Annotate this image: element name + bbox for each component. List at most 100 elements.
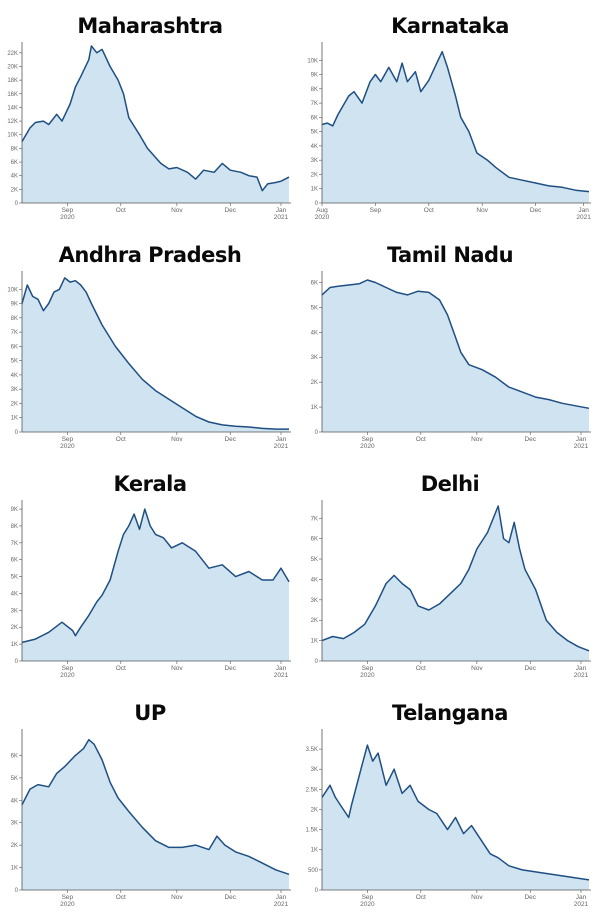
x-tick-label: Sep [370,207,382,214]
y-tick-label: 6K [11,344,18,350]
y-tick-label: 0 [315,888,319,894]
x-tick-label: Jan [576,436,587,443]
y-tick-label: 10K [7,133,18,139]
x-tick-label: Jan [276,894,287,901]
area-fill [322,51,589,204]
y-tick-label: 5K [11,359,18,365]
x-tick-label: Dec [530,207,542,214]
x-tick-year-label: 2021 [574,901,589,908]
area-fill [22,277,289,432]
x-tick-label: Jan [576,665,587,672]
y-tick-label: 3K [11,387,18,393]
x-tick-label: Nov [476,207,488,214]
x-tick-year-label: 2020 [315,214,330,221]
y-tick-label: 8K [11,316,18,322]
y-tick-label: 5K [311,305,318,311]
y-tick-label: 4K [11,591,18,597]
y-tick-label: 16K [7,92,18,98]
series-line [321,279,590,410]
x-tick-label: Nov [171,665,183,672]
chart-title: Karnataka [391,14,509,38]
y-tick-label: 2K [311,380,318,386]
y-tick-label: 0 [315,659,319,665]
x-tick-label: Dec [224,207,236,214]
x-tick-label: Jan [276,207,287,214]
y-tick-label: 0 [15,888,19,894]
x-tick-label: Nov [471,894,483,901]
x-tick-label: Aug [316,207,328,214]
area-fill [322,280,589,432]
y-tick-label: 1K [11,642,18,648]
y-tick-label: 2K [311,807,318,813]
x-tick-label: Dec [224,894,236,901]
y-tick-label: 2K [11,401,18,407]
y-tick-label: 5K [11,575,18,581]
y-tick-label: 2K [11,187,18,193]
y-tick-label: 6K [311,280,318,286]
x-tick-year-label: 2021 [274,672,289,679]
x-tick-label: Nov [171,436,183,443]
x-tick-label: Dec [224,665,236,672]
y-tick-label: 1K [311,405,318,411]
y-tick-label: 2K [11,625,18,631]
area-fill [322,506,589,661]
y-tick-label: 3K [311,158,318,164]
y-tick-label: 0 [15,201,19,207]
x-tick-year-label: 2021 [574,672,589,679]
x-tick-label: Oct [416,665,426,672]
x-tick-label: Jan [276,665,287,672]
x-tick-label: Jan [578,207,589,214]
y-tick-label: 9K [11,507,18,513]
x-tick-label: Dec [224,436,236,443]
x-tick-label: Sep [62,207,74,214]
y-tick-label: 4K [311,330,318,336]
y-tick-label: 12K [7,119,18,125]
series-line [21,508,290,644]
x-tick-label: Sep [362,436,374,443]
y-tick-label: 20K [7,64,18,70]
y-tick-label: 1.5K [306,828,318,834]
x-tick-year-label: 2021 [576,214,591,221]
x-tick-year-label: 2020 [60,672,75,679]
series-line [21,277,289,430]
y-tick-label: 2K [311,618,318,624]
y-tick-label: 0 [315,201,319,207]
y-tick-label: 4K [11,174,18,180]
y-tick-label: 5K [11,776,18,782]
y-tick-label: 9K [311,73,318,79]
y-tick-label: 5K [311,557,318,563]
y-tick-label: 3K [311,767,318,773]
x-tick-label: Sep [62,665,74,672]
y-tick-label: 2K [311,172,318,178]
x-tick-year-label: 2021 [274,901,289,908]
chart-panel-karnataka: Karnataka 0 1K 2K 3K 4K 5K 6K 7K 8K 9K 10K Aug 2020 S… [300,0,600,229]
area-fill [22,739,289,890]
x-tick-label: Dec [524,436,536,443]
x-tick-year-label: 2020 [60,901,75,908]
y-tick-label: 7K [311,516,318,522]
x-tick-year-label: 2020 [360,672,375,679]
chart-panel-telangana: Telangana 0 500 1K 1.5K 2K 2.5K 3K 3.5K Sep 2020 O… [300,687,600,916]
y-tick-label: 4K [11,373,18,379]
area-fill [22,509,289,661]
y-tick-label: 3K [11,821,18,827]
y-tick-label: 1K [11,866,18,872]
y-tick-label: 500 [308,868,319,874]
series-line [321,505,590,652]
x-tick-label: Nov [171,207,183,214]
x-tick-label: Oct [416,436,426,443]
x-tick-year-label: 2020 [60,443,75,450]
chart-panel-andhra-pradesh: Andhra Pradesh 0 1K 2K 3K 4K 5K 6K 7K 8K 9K 10K Sep… [0,229,300,458]
x-tick-year-label: 2021 [274,214,289,221]
x-tick-label: Oct [116,207,126,214]
chart-panel-maharashtra: Maharashtra 0 2K 4K 6K 8K 10K 12K 14K 16K 18K 20K 2… [0,0,300,229]
y-tick-label: 10K [7,287,18,293]
x-tick-year-label: 2020 [60,214,75,221]
